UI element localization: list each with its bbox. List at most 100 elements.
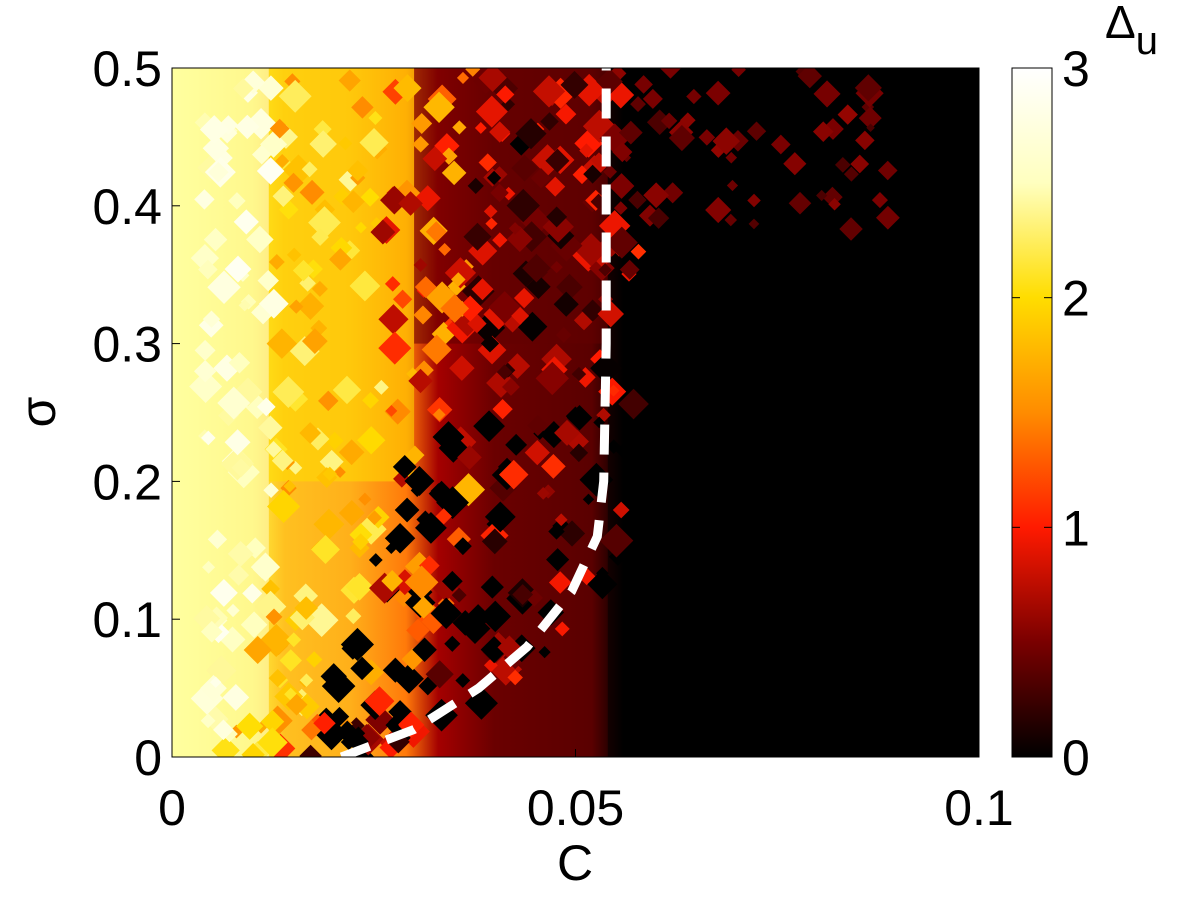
heatmap-speckle bbox=[252, 144, 272, 165]
heatmap-speckle bbox=[489, 121, 511, 143]
heatmap-speckle bbox=[474, 122, 487, 134]
heatmap-speckle bbox=[483, 204, 498, 219]
heatmap-speckle bbox=[286, 247, 302, 263]
heatmap-speckle bbox=[283, 480, 296, 493]
heatmap-speckle bbox=[430, 483, 447, 499]
heatmap-speckle bbox=[618, 120, 643, 145]
heatmap-speckle bbox=[607, 384, 620, 397]
colorbar-title: Δu bbox=[1105, 0, 1158, 63]
heatmap-speckle bbox=[877, 160, 898, 181]
heatmap-speckle bbox=[384, 398, 411, 425]
heatmap-speckle bbox=[384, 276, 401, 292]
heatmap-speckle bbox=[222, 684, 250, 711]
heatmap-speckle bbox=[242, 583, 263, 604]
colorbar-title-main: Δ bbox=[1105, 0, 1136, 48]
heatmap-speckle bbox=[232, 78, 254, 99]
heatmap-speckle bbox=[502, 378, 520, 396]
colorbar-tick-label: 3 bbox=[1062, 41, 1090, 97]
heatmap-speckle bbox=[325, 431, 344, 450]
heatmap-speckle bbox=[349, 270, 381, 302]
heatmap-speckle bbox=[352, 533, 370, 551]
heatmap-speckle bbox=[876, 205, 900, 230]
heatmap-speckle bbox=[492, 398, 513, 420]
heatmap-speckle bbox=[598, 263, 612, 277]
heatmap-speckle bbox=[452, 610, 479, 636]
heatmap-speckle bbox=[199, 115, 229, 144]
heatmap-speckle bbox=[275, 153, 290, 169]
y-tick-label: 0.3 bbox=[92, 317, 162, 373]
heatmap-speckle bbox=[272, 376, 305, 408]
heatmap-speckle bbox=[480, 575, 504, 599]
heatmap-speckle bbox=[726, 179, 739, 192]
heatmap-speckle bbox=[463, 222, 492, 251]
heatmap-speckle bbox=[279, 649, 302, 672]
heatmap-speckle bbox=[471, 278, 494, 301]
heatmap-speckle bbox=[422, 146, 448, 172]
heatmap-speckle bbox=[467, 177, 484, 194]
heatmap-speckle bbox=[507, 669, 523, 686]
heatmap-speckle bbox=[425, 221, 447, 243]
heatmap-speckle bbox=[725, 151, 738, 164]
heatmap-speckle bbox=[480, 334, 500, 353]
heatmap-speckle bbox=[364, 686, 395, 717]
y-tick-label: 0.2 bbox=[92, 454, 162, 510]
heatmap-speckle bbox=[478, 68, 507, 92]
heatmap-speckle bbox=[414, 276, 437, 298]
x-tick-label: 0.05 bbox=[527, 780, 624, 836]
heatmap-speckle bbox=[478, 153, 497, 172]
heatmap-speckle bbox=[871, 192, 888, 209]
heatmap-speckle bbox=[555, 327, 572, 343]
heatmap-speckle bbox=[311, 228, 329, 246]
heatmap-speckle bbox=[731, 68, 746, 78]
x-tick-label: 0 bbox=[158, 780, 186, 836]
heatmap-speckle bbox=[565, 406, 586, 426]
heatmap-speckle bbox=[858, 106, 882, 130]
heatmap-speckle bbox=[257, 269, 279, 292]
heatmap-speckle bbox=[332, 375, 362, 405]
heatmap-speckle bbox=[265, 441, 282, 458]
heatmap-speckle bbox=[194, 339, 216, 361]
heatmap-speckle bbox=[485, 217, 498, 230]
heatmap-speckle bbox=[412, 596, 435, 619]
heatmap-speckle bbox=[299, 673, 314, 687]
heatmap-speckle bbox=[599, 523, 634, 558]
heatmap-speckle bbox=[338, 439, 365, 466]
heatmap-speckle bbox=[506, 188, 540, 223]
heatmap-speckle bbox=[265, 608, 283, 626]
heatmap-speckle bbox=[558, 520, 586, 547]
heatmap-speckle bbox=[299, 422, 322, 444]
x-tick-label: 0.1 bbox=[944, 780, 1014, 836]
heatmap-speckle bbox=[241, 743, 265, 757]
heatmap-speckle bbox=[404, 466, 435, 496]
heatmap-speckle bbox=[452, 120, 467, 135]
y-axis-ticks: 0 0.1 0.2 0.3 0.4 0.5 bbox=[92, 41, 180, 786]
heatmap-speckle bbox=[268, 254, 285, 270]
heatmap-speckle bbox=[313, 508, 345, 540]
y-tick-label: 0.5 bbox=[92, 41, 162, 97]
heatmap-speckle bbox=[200, 620, 223, 643]
heatmap-speckle bbox=[556, 273, 583, 301]
heatmap-speckle bbox=[319, 449, 344, 474]
heatmap-speckle bbox=[783, 152, 807, 176]
heatmap-speckle bbox=[545, 176, 566, 197]
heatmap-speckle bbox=[612, 501, 630, 519]
heatmap-speckle bbox=[425, 660, 454, 689]
heatmap-speckle bbox=[435, 508, 452, 525]
heatmap-speckle bbox=[496, 364, 513, 380]
heatmap-speckle bbox=[465, 68, 481, 77]
heatmap-speckle bbox=[660, 68, 681, 79]
heatmap-speckle bbox=[453, 537, 472, 556]
heatmap-speckle bbox=[256, 397, 276, 417]
heatmap-speckle bbox=[455, 673, 471, 688]
heatmap-speckle bbox=[211, 736, 240, 757]
heatmap-speckle bbox=[231, 458, 251, 478]
y-tick-label: 0 bbox=[134, 730, 162, 786]
heatmap-speckle bbox=[440, 294, 470, 323]
heatmap-speckle bbox=[770, 134, 791, 155]
heatmap-speckle bbox=[613, 201, 628, 215]
heatmap-speckle bbox=[421, 334, 452, 365]
heatmap-speckle bbox=[449, 355, 475, 381]
y-axis-title: σ bbox=[10, 396, 66, 427]
heatmap-speckle bbox=[490, 183, 509, 203]
